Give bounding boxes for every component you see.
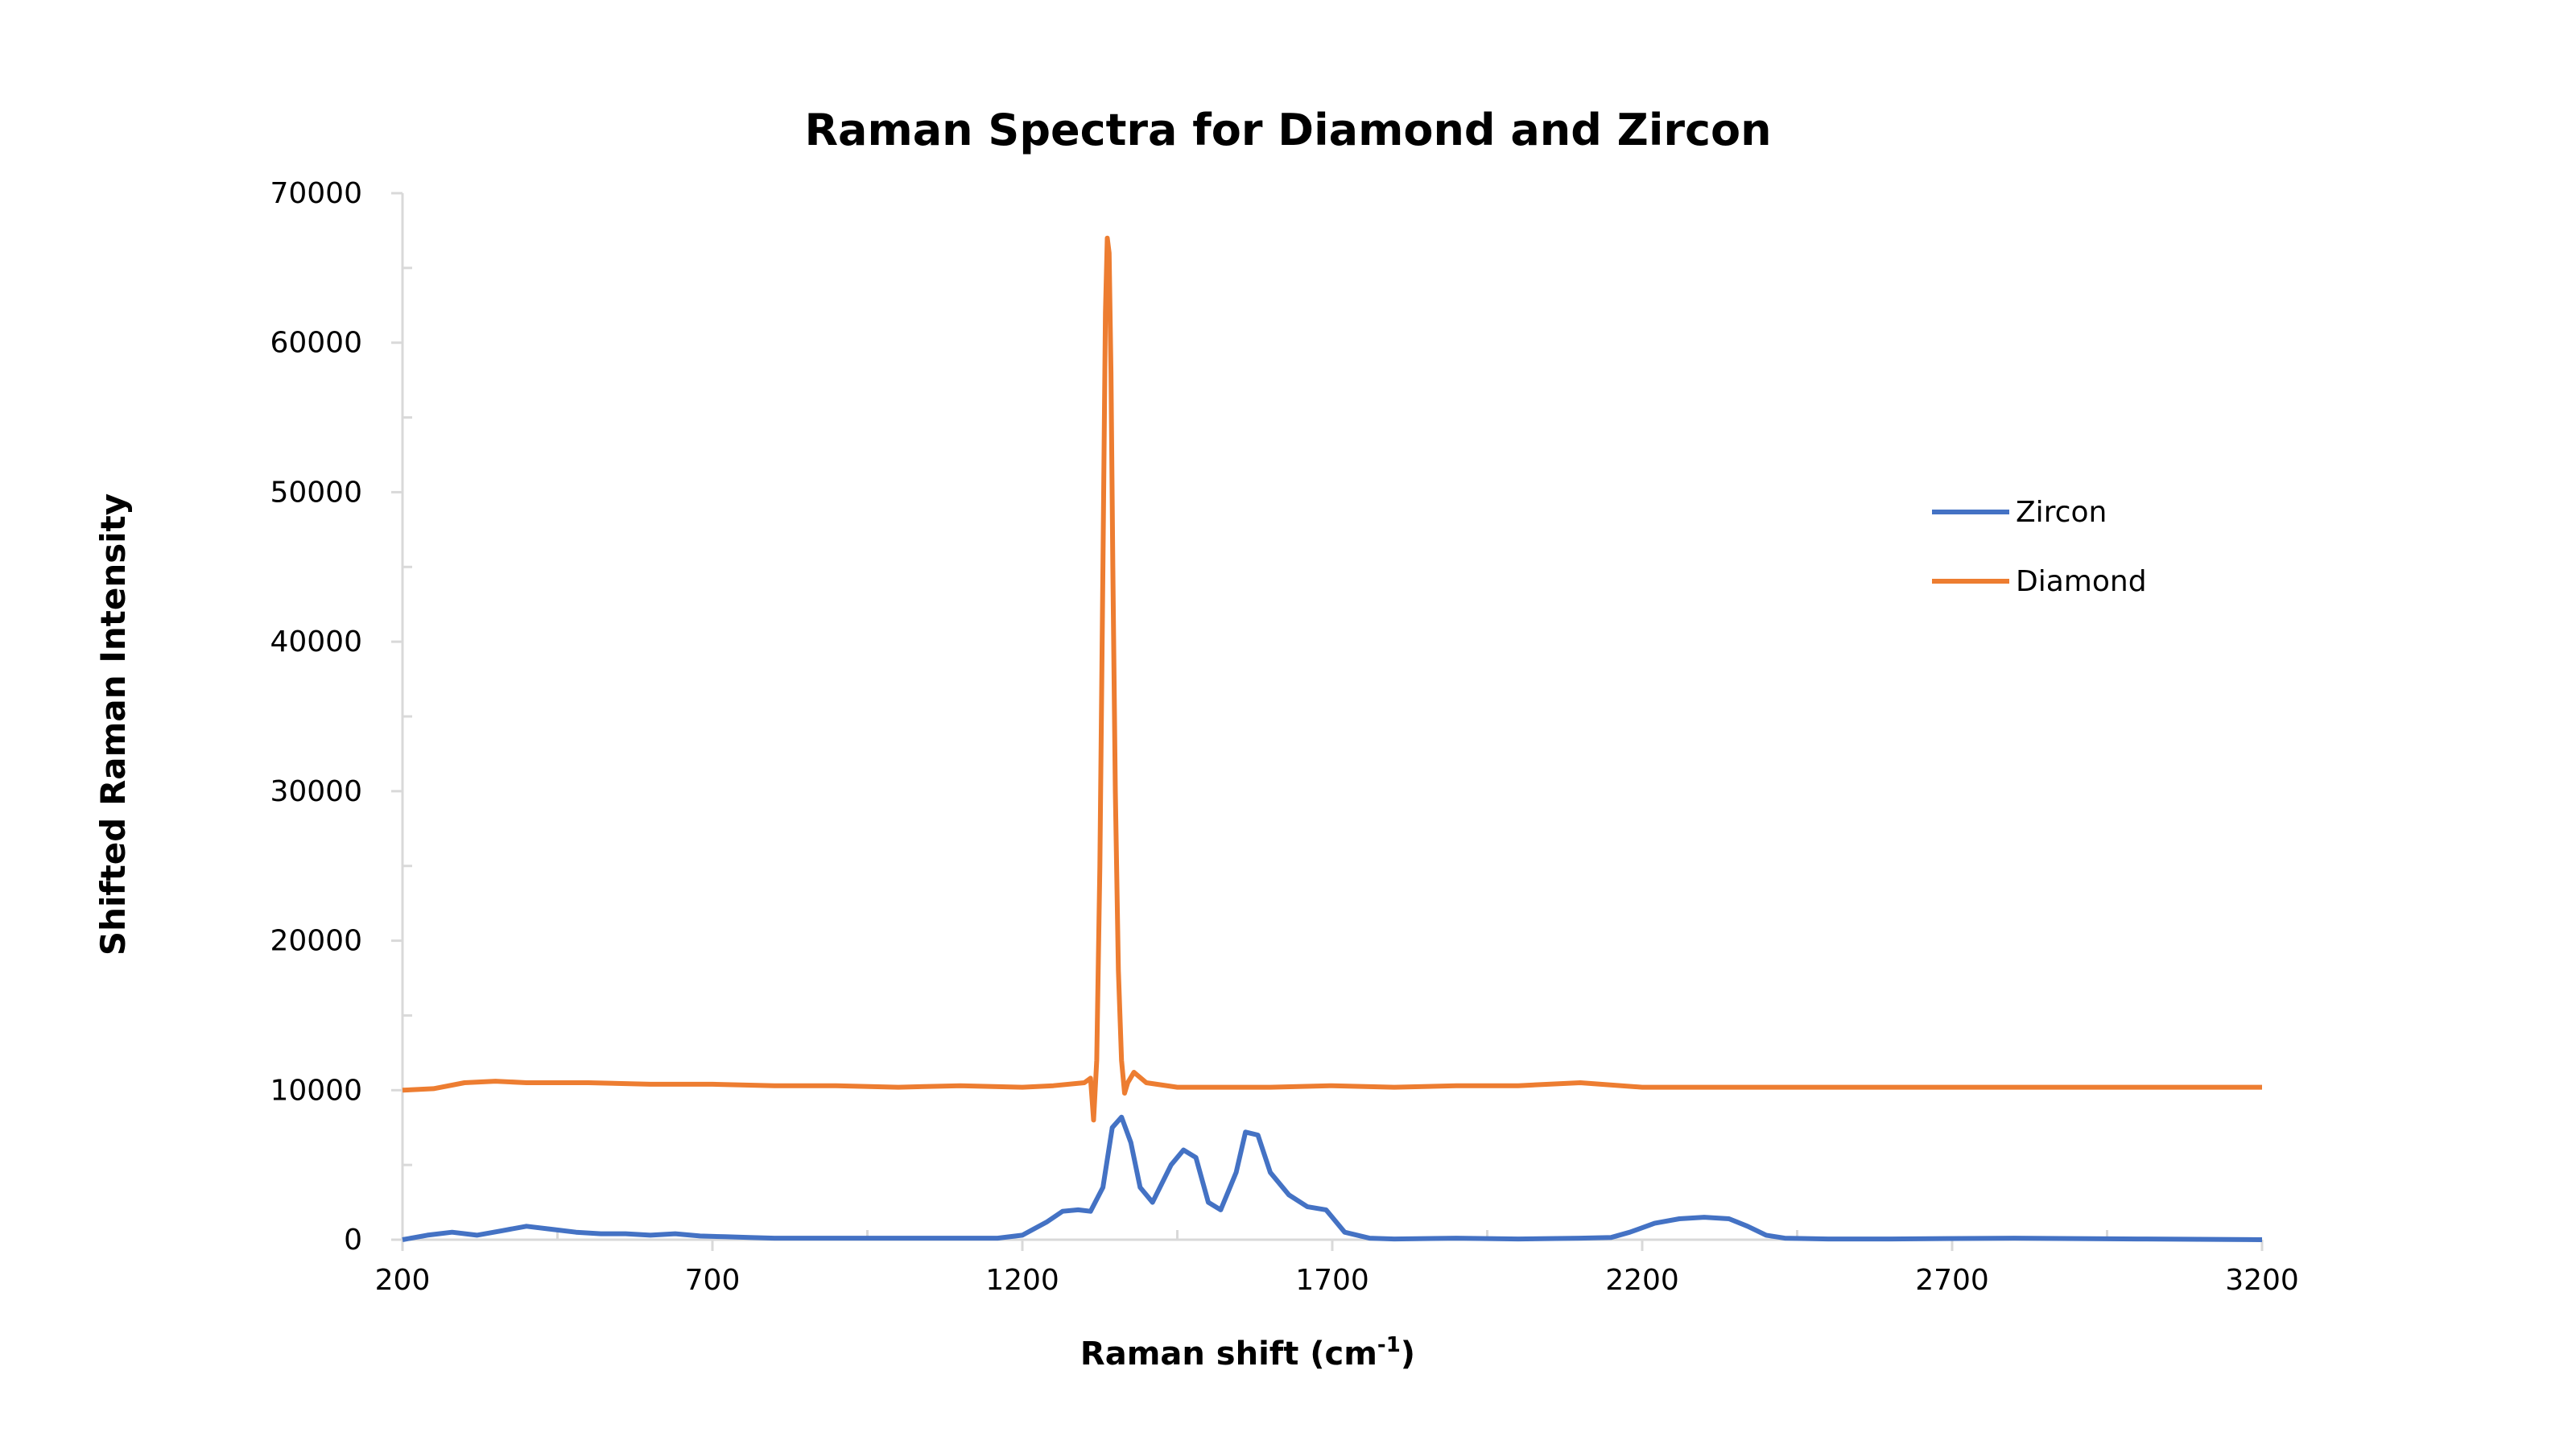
x-axis-ticks: 200 700 1200 1700 2200 2700 3200 (375, 1230, 2299, 1297)
x-tick-label: 3200 (2225, 1264, 2299, 1297)
legend: Zircon Diamond (1932, 496, 2147, 598)
x-tick-label: 1700 (1295, 1264, 1369, 1297)
y-tick-label: 70000 (270, 177, 362, 210)
x-tick-label: 1200 (985, 1264, 1059, 1297)
x-axis-label: Raman shift (cm-1) (1080, 1333, 1415, 1373)
y-axis-ticks: 0 10000 20000 30000 40000 50000 60000 70000 (270, 177, 412, 1257)
legend-label-diamond: Diamond (2016, 565, 2147, 598)
y-tick-label: 10000 (270, 1074, 362, 1107)
x-axis-label-end: ) (1401, 1335, 1415, 1373)
series-line-diamond (402, 235, 2262, 1123)
x-tick-label: 2700 (1915, 1264, 1989, 1297)
y-tick-label: 40000 (270, 625, 362, 658)
y-tick-label: 50000 (270, 476, 362, 509)
y-tick-label: 60000 (270, 327, 362, 360)
series-line-zircon (402, 1114, 2263, 1242)
legend-label-zircon: Zircon (2016, 496, 2107, 529)
y-tick-label: 30000 (270, 775, 362, 808)
series-layer (402, 235, 2263, 1242)
x-tick-label: 200 (375, 1264, 431, 1297)
x-axis-label-main: Raman shift (cm (1080, 1335, 1377, 1373)
x-tick-label: 700 (685, 1264, 741, 1297)
y-axis-label: Shifted Raman Intensity (93, 493, 133, 956)
chart-title: Raman Spectra for Diamond and Zircon (804, 105, 1771, 155)
y-tick-label: 0 (344, 1224, 362, 1257)
y-tick-label: 20000 (270, 925, 362, 958)
x-tick-label: 2200 (1605, 1264, 1679, 1297)
x-axis-label-superscript: -1 (1377, 1333, 1401, 1357)
